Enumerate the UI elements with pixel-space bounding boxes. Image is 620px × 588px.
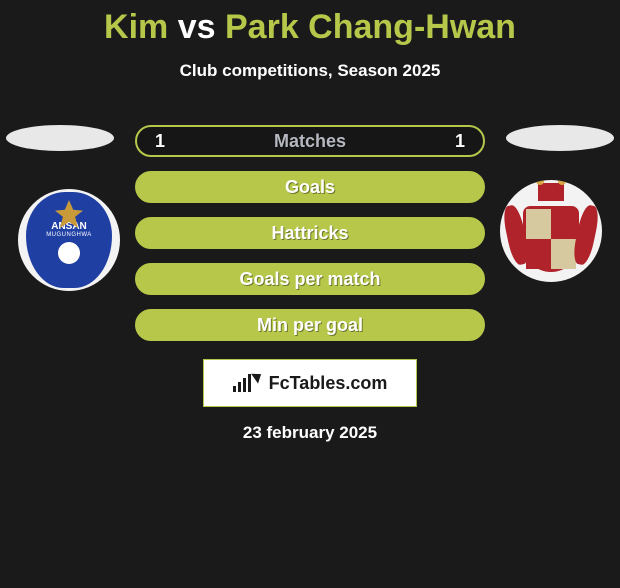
club-badge-right [500, 180, 602, 282]
crest-left-text: ANSAN [51, 222, 87, 232]
stat-rows: 1 Matches 1 Goals Hattricks Goals per match Mi… [135, 125, 485, 341]
stat-value-left: 1 [155, 131, 165, 152]
comparison-card: Kim vs Park Chang-Hwan Club competitions… [0, 8, 620, 588]
stat-row: Goals [135, 171, 485, 203]
stat-area: ANSAN MUGUNGHWA 1 Matches 1 Goals Hattricks G… [0, 125, 620, 443]
brand-box: FcTables.com [203, 359, 417, 407]
bar-chart-icon [233, 374, 251, 392]
brand-text: FcTables.com [269, 373, 388, 394]
arrow-icon [251, 369, 264, 383]
title-player1: Kim [104, 8, 168, 46]
stat-label: Min per goal [257, 315, 363, 336]
club-badge-left: ANSAN MUGUNGHWA [18, 189, 120, 291]
title-vs: vs [178, 8, 216, 46]
subtitle: Club competitions, Season 2025 [0, 61, 620, 81]
shield-icon [523, 206, 579, 272]
crown-icon [538, 183, 564, 201]
heraldic-crest-icon [511, 185, 591, 277]
date-text: 23 february 2025 [0, 423, 620, 443]
stat-label: Goals [285, 177, 335, 198]
stat-row: 1 Matches 1 [135, 125, 485, 157]
stat-label: Matches [274, 131, 346, 152]
stat-value-right: 1 [455, 131, 465, 152]
crest-left-subtext: MUGUNGHWA [46, 232, 92, 238]
stat-row: Goals per match [135, 263, 485, 295]
football-icon [58, 242, 80, 264]
player-ellipse-right [506, 125, 614, 151]
page-title: Kim vs Park Chang-Hwan [0, 8, 620, 47]
player-ellipse-left [6, 125, 114, 151]
ansan-crest-icon: ANSAN MUGUNGHWA [26, 192, 112, 288]
stat-label: Goals per match [239, 269, 380, 290]
stat-row: Min per goal [135, 309, 485, 341]
stat-row: Hattricks [135, 217, 485, 249]
stat-label: Hattricks [271, 223, 348, 244]
title-player2: Park Chang-Hwan [225, 8, 516, 46]
